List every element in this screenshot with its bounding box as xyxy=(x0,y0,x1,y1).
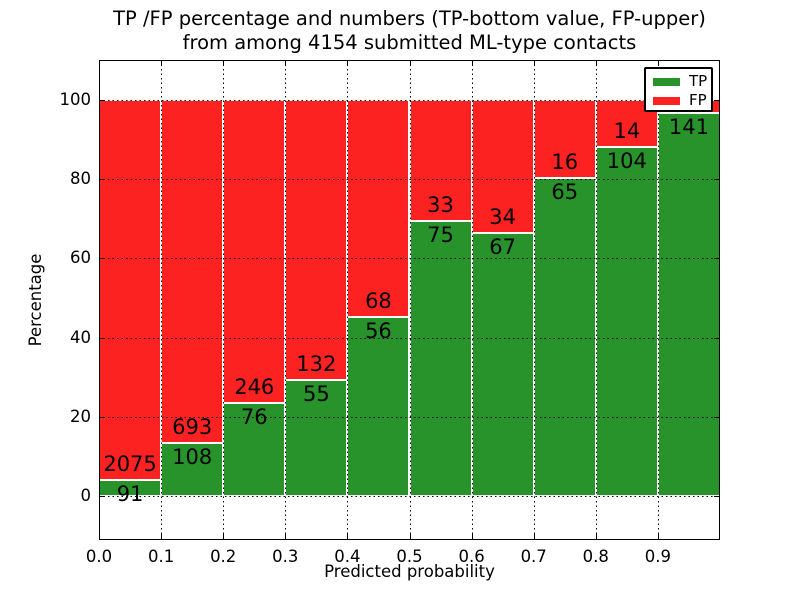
tp-count-label: 104 xyxy=(606,148,647,173)
fp-count-label: 246 xyxy=(234,374,275,399)
x-tick xyxy=(595,60,597,66)
y-tick-label: 20 xyxy=(70,407,91,427)
x-gridline xyxy=(223,60,225,540)
fp-count-label: 2075 xyxy=(103,451,157,476)
bar-segment-tp xyxy=(471,233,534,497)
legend-swatch-tp xyxy=(653,77,680,86)
bar-segment-tp xyxy=(595,146,658,497)
y-tick-label: 40 xyxy=(70,327,91,347)
x-tick xyxy=(409,60,411,66)
x-tick xyxy=(657,60,659,66)
y-tick-label: 0 xyxy=(80,486,92,506)
fp-count-label: 132 xyxy=(296,351,337,376)
x-tick-label: 0.5 xyxy=(396,547,423,566)
x-gridline xyxy=(657,60,659,540)
x-tick xyxy=(99,60,100,66)
y-tick xyxy=(714,99,720,101)
y-tick xyxy=(714,258,720,260)
bar-segment-tp xyxy=(347,317,410,497)
x-tick-label: 0.6 xyxy=(458,547,485,566)
x-tick xyxy=(347,60,349,66)
y-tick xyxy=(714,496,720,498)
fp-count-label: 34 xyxy=(489,205,516,230)
x-gridline xyxy=(471,60,473,540)
y-tick-label: 60 xyxy=(70,248,91,268)
tp-count-label: 141 xyxy=(668,115,709,140)
x-tick xyxy=(409,534,411,540)
y-tick-label: 80 xyxy=(70,169,91,188)
x-gridline xyxy=(409,60,411,540)
y-tick xyxy=(714,337,720,339)
tp-count-label: 108 xyxy=(172,444,213,469)
y-tick xyxy=(99,417,105,419)
x-gridline xyxy=(161,60,163,540)
y-tick xyxy=(99,258,105,260)
legend-label: FP xyxy=(689,91,707,109)
x-tick-label: 0.9 xyxy=(644,547,672,566)
legend-entry-tp: TP xyxy=(646,72,711,91)
y-axis-label: Percentage xyxy=(26,253,45,347)
bar-segment-tp xyxy=(409,220,472,497)
x-gridline xyxy=(595,60,597,540)
y-tick xyxy=(99,496,105,498)
x-tick-label: 0.0 xyxy=(85,547,113,566)
x-tick xyxy=(223,534,225,540)
bar-segment-fp xyxy=(409,99,472,221)
x-gridline xyxy=(285,60,287,540)
legend-swatch-fp xyxy=(653,96,680,105)
x-tick-label: 0.2 xyxy=(210,547,237,566)
y-tick-label: 100 xyxy=(59,89,92,109)
x-tick xyxy=(471,534,473,540)
x-tick-label: 0.7 xyxy=(520,547,547,566)
y-tick xyxy=(99,337,105,339)
x-tick-label: 0.1 xyxy=(147,547,175,566)
y-tick xyxy=(99,179,105,180)
tp-count-label: 55 xyxy=(302,381,330,406)
bar-segment-tp xyxy=(223,402,286,497)
legend: TP FP xyxy=(644,67,713,112)
x-tick xyxy=(161,534,163,540)
y-tick xyxy=(99,99,105,101)
chart-title-line1: TP /FP percentage and numbers (TP-bottom… xyxy=(113,7,706,30)
legend-entry-fp: FP xyxy=(646,91,711,110)
fp-count-label: 33 xyxy=(427,192,454,217)
chart-title-line2: from among 4154 submitted ML-type contac… xyxy=(182,31,637,54)
chart-title: TP /FP percentage and numbers (TP-bottom… xyxy=(99,7,720,55)
fp-count-label: 14 xyxy=(613,118,641,143)
y-tick xyxy=(714,179,720,180)
x-tick-label: 0.3 xyxy=(272,547,299,566)
x-tick xyxy=(99,534,100,540)
tp-count-label: 56 xyxy=(365,319,392,344)
x-gridline xyxy=(533,60,535,540)
x-tick xyxy=(533,60,535,66)
fp-count-label: 68 xyxy=(365,289,392,314)
tp-count-label: 76 xyxy=(240,404,268,429)
bar-segment-tp xyxy=(533,178,596,497)
x-tick xyxy=(285,60,287,66)
fp-count-label: 693 xyxy=(172,414,213,439)
y-tick xyxy=(714,417,720,419)
x-gridline xyxy=(347,60,349,540)
x-tick xyxy=(285,534,287,540)
x-tick xyxy=(161,60,163,66)
x-tick xyxy=(533,534,535,540)
x-tick-label: 0.4 xyxy=(334,547,361,566)
tp-count-label: 67 xyxy=(489,235,516,260)
bar-segment-fp xyxy=(471,99,534,234)
legend-label: TP xyxy=(689,72,708,90)
x-tick xyxy=(347,534,349,540)
tp-count-label: 75 xyxy=(427,222,454,247)
x-tick xyxy=(657,534,659,540)
x-tick xyxy=(223,60,225,66)
plot-area: Predicted probability Percentage TP FP 20… xyxy=(26,60,720,581)
fp-count-label: 16 xyxy=(551,150,579,175)
tp-count-label: 91 xyxy=(116,481,144,506)
x-axis-label: Predicted probability xyxy=(324,562,495,581)
x-tick xyxy=(471,60,473,66)
x-tick xyxy=(595,534,597,540)
tp-count-label: 65 xyxy=(551,180,579,205)
x-tick-label: 0.8 xyxy=(582,547,609,566)
